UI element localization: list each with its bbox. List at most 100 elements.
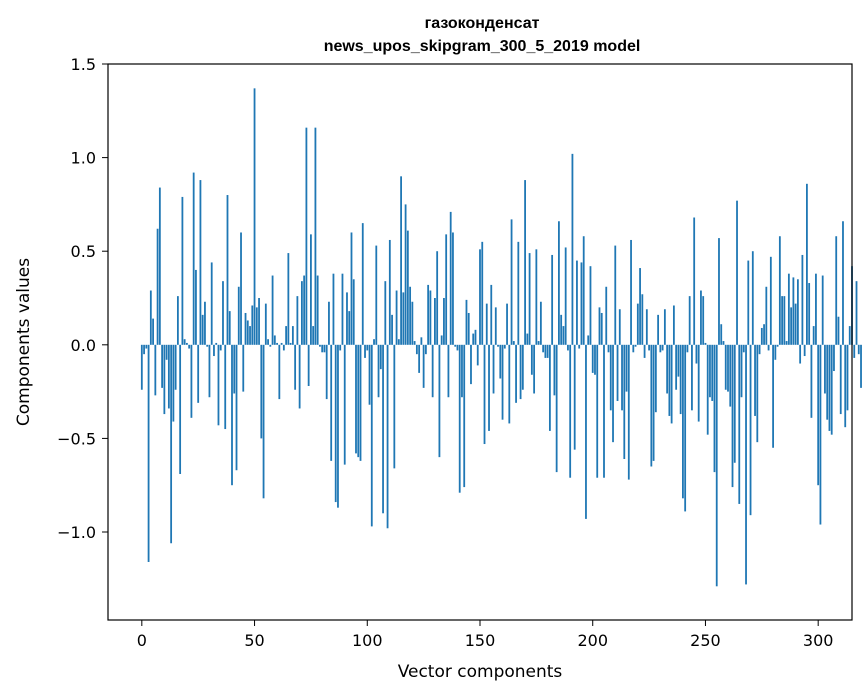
bar-193 — [576, 260, 578, 345]
bar-215 — [625, 344, 628, 392]
bar-21 — [188, 344, 191, 349]
bar-107 — [382, 344, 384, 514]
bar-165 — [512, 341, 515, 345]
bar-194 — [578, 344, 581, 349]
bar-132 — [438, 344, 441, 458]
bar-55 — [264, 303, 267, 345]
bar-266 — [740, 344, 743, 398]
bar-190 — [569, 344, 572, 478]
bar-157 — [494, 307, 497, 345]
x-tick-label: 300 — [803, 631, 834, 650]
bar-88 — [339, 344, 342, 351]
bar-284 — [781, 296, 784, 345]
bar-172 — [528, 253, 531, 345]
bar-61 — [278, 344, 281, 400]
bar-225 — [648, 344, 650, 351]
y-axis-label: Components values — [14, 258, 34, 426]
bar-304 — [826, 344, 829, 420]
bar-68 — [294, 344, 297, 390]
bar-159 — [499, 344, 502, 379]
bar-144 — [465, 299, 468, 345]
bar-210 — [614, 245, 617, 345]
bar-298 — [812, 326, 815, 345]
bar-70 — [298, 344, 301, 409]
bar-89 — [341, 273, 344, 345]
bar-268 — [745, 344, 747, 585]
bar-83 — [328, 301, 330, 345]
bar-271 — [751, 251, 754, 345]
bar-256 — [718, 238, 720, 345]
bar-64 — [285, 326, 288, 345]
bar-8 — [158, 187, 161, 345]
bar-84 — [330, 344, 333, 461]
bar-297 — [810, 344, 813, 418]
bar-318 — [857, 344, 860, 355]
bar-279 — [769, 256, 772, 345]
bar-0 — [140, 344, 143, 390]
bar-191 — [571, 153, 574, 345]
bar-308 — [835, 236, 838, 345]
bar-111 — [391, 314, 393, 345]
bar-96 — [357, 344, 360, 458]
x-tick-label: 150 — [465, 631, 496, 650]
bar-125 — [422, 344, 425, 388]
bar-17 — [179, 344, 182, 474]
bar-150 — [479, 249, 481, 345]
bar-26 — [199, 180, 202, 345]
bar-25 — [197, 344, 200, 403]
chart-title: газоконденсат — [425, 15, 540, 32]
bar-52 — [258, 298, 260, 345]
bar-232 — [663, 309, 666, 345]
bar-2 — [145, 344, 148, 349]
bar-73 — [305, 127, 308, 345]
bar-82 — [325, 344, 328, 400]
bar-65 — [287, 253, 290, 345]
bar-202 — [596, 344, 599, 478]
bar-265 — [738, 344, 741, 504]
x-tick-label: 200 — [577, 631, 608, 650]
bar-130 — [434, 298, 436, 345]
bar-12 — [167, 344, 170, 409]
bar-138 — [452, 232, 454, 345]
bar-50 — [253, 88, 256, 345]
bar-207 — [607, 344, 610, 353]
bar-278 — [767, 344, 770, 351]
bar-228 — [654, 344, 657, 413]
bar-134 — [443, 298, 445, 345]
bar-143 — [463, 344, 466, 488]
bar-253 — [711, 344, 714, 401]
bar-274 — [758, 344, 761, 355]
bar-131 — [436, 251, 439, 345]
y-tick-label: 0.5 — [71, 242, 96, 261]
bar-195 — [580, 262, 583, 345]
bar-272 — [754, 344, 756, 416]
bar-230 — [659, 344, 662, 353]
bar-245 — [693, 217, 696, 345]
bar-100 — [366, 344, 369, 351]
bar-101 — [368, 344, 371, 405]
bar-222 — [641, 294, 644, 345]
bar-260 — [727, 344, 729, 392]
bar-63 — [282, 344, 285, 351]
bar-110 — [388, 239, 391, 345]
bar-105 — [377, 344, 380, 398]
bar-251 — [706, 344, 709, 435]
bar-242 — [686, 344, 689, 353]
bar-5 — [152, 318, 154, 345]
bar-249 — [702, 296, 705, 345]
bar-90 — [343, 344, 346, 465]
bar-199 — [589, 266, 592, 345]
bar-305 — [828, 344, 831, 431]
bar-112 — [393, 344, 396, 469]
bar-226 — [650, 344, 653, 467]
bar-36 — [222, 281, 224, 345]
bar-206 — [605, 286, 608, 345]
bar-236 — [672, 305, 675, 345]
bar-141 — [458, 344, 461, 493]
bar-124 — [420, 337, 423, 345]
bar-316 — [853, 344, 856, 358]
bar-229 — [657, 314, 660, 345]
bar-97 — [359, 344, 362, 461]
bar-270 — [749, 344, 752, 516]
x-axis-label: Vector components — [398, 662, 563, 682]
